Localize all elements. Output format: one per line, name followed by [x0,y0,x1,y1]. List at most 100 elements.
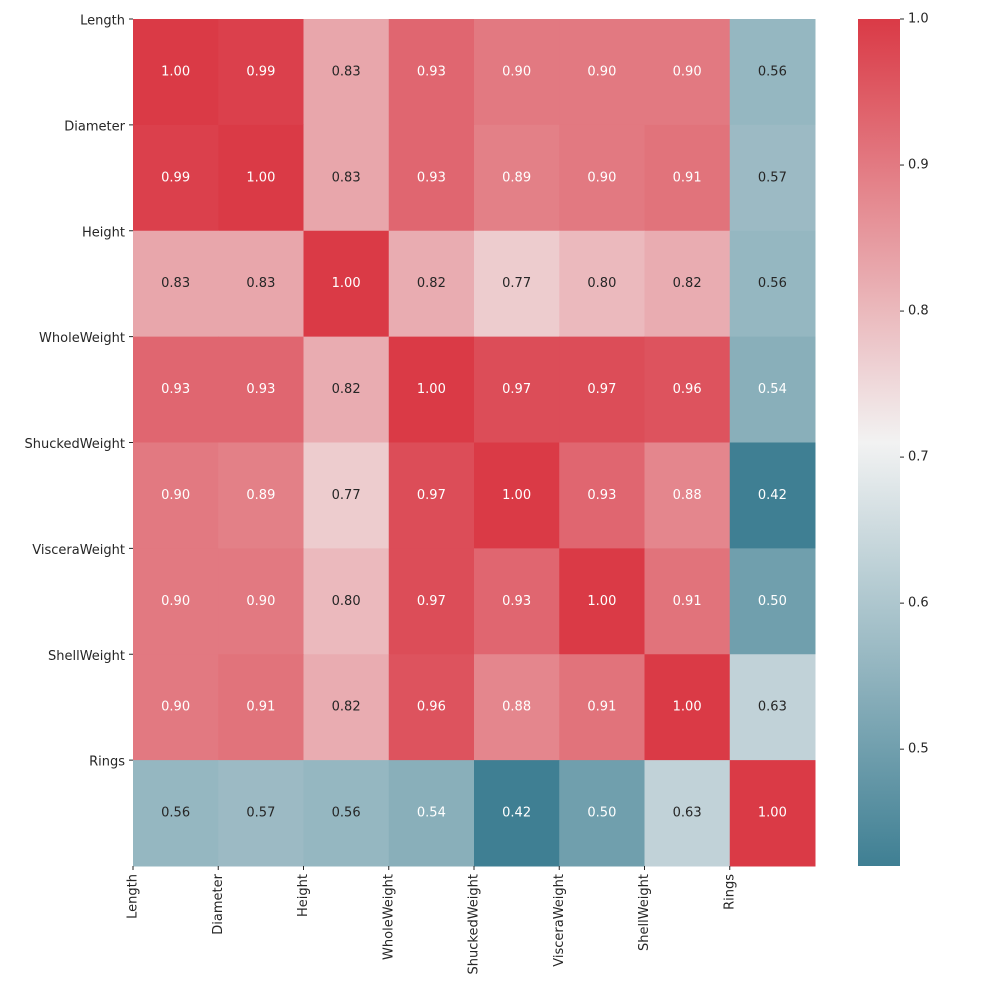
colorbar-tick-label: 0.7 [908,450,929,465]
heatmap-cell [644,654,731,761]
cell-label: 0.90 [161,594,190,609]
heatmap-cell [133,654,219,761]
cell-label: 0.42 [758,488,787,503]
cell-label: 0.91 [587,700,616,715]
heatmap-cell [644,124,731,232]
heatmap-cell [474,442,560,549]
heatmap-cell [474,760,560,867]
cell-label: 1.00 [417,382,446,397]
cell-label: 0.56 [758,64,787,79]
cell-label: 0.97 [417,594,446,609]
cell-label: 0.90 [587,170,616,185]
cell-label: 0.93 [161,382,190,397]
cell-label: 0.88 [673,488,702,503]
heatmap-cell [388,760,475,867]
cell-label: 0.56 [161,806,190,821]
heatmap-cell [729,230,816,338]
cell-label: 0.91 [246,700,275,715]
y-tick-label: ShellWeight [48,649,125,664]
cell-label: 0.97 [417,488,446,503]
heatmap-cell [303,230,390,338]
heatmap-cell [303,654,390,761]
cell-label: 0.93 [417,64,446,79]
heatmap-cell [729,442,816,549]
heatmap-cell [559,19,645,126]
cell-label: 0.99 [246,64,275,79]
heatmap-cell [303,336,390,443]
heatmap-cell [644,230,731,338]
heatmap-cell [474,230,560,338]
colorbar-tick-label: 0.9 [908,158,929,173]
heatmap-cell [729,19,816,126]
heatmap-cell [729,760,816,867]
cell-label: 0.96 [673,382,702,397]
heatmap-cell [388,230,475,338]
cell-label: 0.90 [673,64,702,79]
cell-label: 0.54 [758,382,787,397]
heatmap-cell [559,548,645,655]
heatmap-cell [729,124,816,232]
y-tick-label: WholeWeight [39,331,125,346]
heatmap-cell [388,336,475,443]
cell-label: 1.00 [502,488,531,503]
heatmap-cell [729,654,816,761]
x-tick-label: ShellWeight [637,874,652,951]
cell-label: 0.82 [417,276,446,291]
cell-label: 0.83 [246,276,275,291]
heatmap-cell [388,442,475,549]
heatmap-cell [559,760,645,867]
cell-label: 1.00 [332,276,361,291]
y-tick-label: VisceraWeight [32,543,125,558]
cell-label: 1.00 [758,806,787,821]
heatmap-cell [474,654,560,761]
cell-label: 0.83 [332,170,361,185]
colorbar [858,19,900,866]
heatmap-cell [559,442,645,549]
cell-label: 0.88 [502,700,531,715]
cell-label: 0.93 [587,488,616,503]
heatmap-cell [559,654,645,761]
cell-label: 0.50 [587,806,616,821]
cell-label: 0.91 [673,170,702,185]
cell-label: 0.50 [758,594,787,609]
heatmap-cell [729,548,816,655]
heatmap-cell [133,548,219,655]
cell-label: 0.63 [758,700,787,715]
cell-label: 1.00 [587,594,616,609]
heatmap-cell [218,336,304,443]
cell-label: 1.00 [673,700,702,715]
cell-label: 0.80 [587,276,616,291]
colorbar-tick-label: 0.5 [908,742,929,757]
cell-label: 0.90 [161,700,190,715]
x-tick-label: Rings [722,874,737,910]
cell-label: 0.90 [161,488,190,503]
heatmap-cell [388,19,475,126]
cell-label: 0.57 [246,806,275,821]
cell-label: 0.82 [332,700,361,715]
cell-label: 0.93 [246,382,275,397]
heatmap-cell [218,654,304,761]
x-tick-label: Height [296,874,311,917]
heatmap-cell [388,124,475,232]
heatmap-cell [559,124,645,232]
heatmap-cell [729,336,816,443]
heatmap-cell [133,19,219,126]
heatmap-cell [644,336,731,443]
heatmap-cell [474,124,560,232]
x-tick-label: ShuckedWeight [467,874,482,974]
cell-label: 0.89 [502,170,531,185]
cell-label: 0.82 [673,276,702,291]
cell-label: 1.00 [246,170,275,185]
heatmap-cell [644,760,731,867]
colorbar-tick-label: 1.0 [908,12,929,27]
heatmap-cell [559,336,645,443]
x-tick-label: Diameter [211,873,226,934]
heatmap-cell [133,230,219,338]
cell-label: 0.89 [246,488,275,503]
cell-label: 0.56 [332,806,361,821]
heatmap-cell [474,336,560,443]
heatmap-cell [133,760,219,867]
heatmap-cell [559,230,645,338]
y-tick-label: Height [82,225,125,240]
